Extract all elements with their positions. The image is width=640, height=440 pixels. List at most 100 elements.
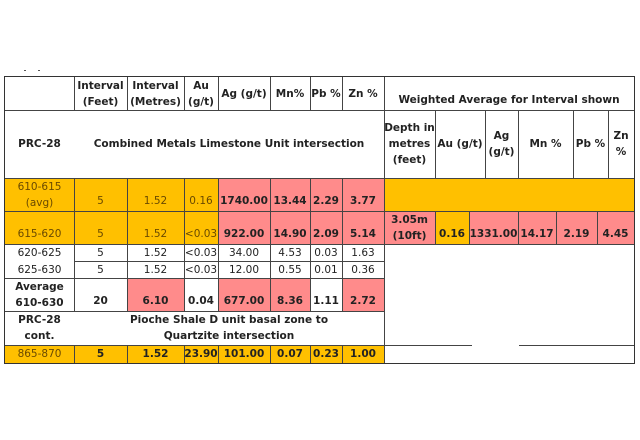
assay-table: Interval (Feet) Interval (Metres) Au (g/… — [4, 76, 635, 364]
row-865-870-au: 23.90 — [184, 345, 218, 363]
grid-line — [74, 261, 384, 262]
row-865-870-ag: 101.00 — [218, 345, 270, 363]
average-label: Average 610-630 — [15, 280, 64, 309]
grid-line — [270, 345, 271, 363]
row-615-620-au: <0.03 — [184, 211, 218, 244]
row-625-630-interval: 625-630 — [17, 263, 62, 276]
row-625-630-mn: 0.55 — [278, 263, 302, 276]
grid-line — [127, 178, 128, 311]
grid-line — [184, 178, 185, 311]
row-615-620-mn: 14.90 — [270, 211, 310, 244]
row-610-615-feet: 5 — [74, 178, 127, 211]
weighted-ag: 1331.00 — [469, 211, 518, 244]
grid-line — [74, 77, 75, 110]
row-620-625-au: <0.03 — [184, 246, 218, 259]
row-625-630-ag: 12.00 — [228, 263, 260, 276]
grid-line — [342, 178, 343, 311]
grid-line — [310, 345, 311, 363]
row-620-625-feet: 5 — [97, 246, 104, 259]
header-ag: Ag (g/t) — [221, 87, 267, 100]
grid-line — [5, 244, 634, 245]
row-610-615-zn: 3.77 — [342, 178, 384, 211]
row-610-615-mn: 13.44 — [270, 178, 310, 211]
row-610-615-pb: 2.29 — [310, 178, 342, 211]
weighted-mn: 14.17 — [518, 211, 556, 244]
row-620-625-mn: 4.53 — [278, 246, 302, 259]
row-865-870-zn: 1.00 — [342, 345, 384, 363]
grid-line — [518, 211, 519, 244]
grid-line — [74, 178, 75, 311]
grid-line — [518, 110, 519, 178]
hole-id: PRC-28 — [18, 138, 61, 150]
grid-line — [485, 110, 486, 178]
average-pb: 1.11 — [313, 295, 339, 307]
grid-line — [218, 77, 219, 110]
grid-line — [435, 110, 436, 178]
wa-header-pb: Pb % — [575, 138, 606, 150]
row-625-630-feet: 5 — [97, 263, 104, 276]
average-mn: 8.36 — [270, 278, 310, 311]
grid-line — [384, 110, 634, 111]
header-interval-feet: Interval (Feet) — [77, 79, 124, 108]
row-610-615-interval: 610-615 (avg) — [5, 178, 74, 211]
header-weighted-average: Weighted Average for Interval shown — [398, 94, 620, 106]
section2-title: Pioche Shale D unit basal zone to Quartz… — [129, 314, 329, 342]
header-au: Au (g/t) — [188, 79, 214, 108]
row-615-620-pb: 2.09 — [310, 211, 342, 244]
row-620-625-pb: 0.03 — [314, 246, 338, 259]
row-620-625-ag: 34.00 — [228, 246, 260, 259]
average-zn: 2.72 — [342, 278, 384, 311]
grid-line — [608, 110, 609, 178]
average-metres: 6.10 — [127, 278, 184, 311]
grid-line — [573, 110, 574, 178]
grid-line — [5, 345, 384, 346]
grid-line — [218, 345, 219, 363]
wa-header-ag: Ag (g/t) — [488, 130, 515, 158]
row-620-625-interval: 620-625 — [17, 246, 62, 259]
grid-line — [384, 345, 472, 346]
row-610-615-au: 0.16 — [184, 178, 218, 211]
weighted-pb: 2.19 — [556, 211, 597, 244]
row-865-870-feet: 5 — [74, 345, 127, 363]
grid-line — [310, 178, 311, 311]
grid-line — [5, 278, 384, 279]
average-ag: 677.00 — [218, 278, 270, 311]
grid-line — [310, 77, 311, 110]
grid-line — [5, 311, 384, 312]
row-615-620-zn: 5.14 — [342, 211, 384, 244]
grid-line — [342, 77, 343, 110]
grid-line — [519, 345, 634, 346]
hole-id-cont: PRC-28 cont. — [18, 314, 61, 342]
row-615-620-ag: 922.00 — [218, 211, 270, 244]
wa-header-mn: Mn % — [529, 138, 562, 150]
average-au: 0.04 — [188, 295, 214, 307]
row-865-870-interval: 865-870 — [5, 345, 74, 363]
wa-header-depth: Depth in metres (feet) — [384, 122, 435, 166]
row-625-630-metres: 1.52 — [143, 263, 168, 276]
grid-line — [384, 77, 385, 363]
row-625-630-pb: 0.01 — [314, 263, 338, 276]
grid-line — [184, 77, 185, 110]
row-615-620-metres: 1.52 — [127, 211, 184, 244]
grid-line — [435, 211, 436, 244]
header-interval-metres: Interval (Metres) — [130, 79, 181, 108]
grid-line — [5, 178, 634, 179]
grid-line — [597, 211, 598, 244]
row-610-615-ag: 1740.00 — [218, 178, 270, 211]
row-625-630-au: <0.03 — [184, 263, 218, 276]
row-620-625-metres: 1.52 — [143, 246, 168, 259]
row-865-870-metres: 1.52 — [127, 345, 184, 363]
weighted-zn: 4.45 — [597, 211, 634, 244]
average-feet: 20 — [93, 295, 108, 307]
section-title: Combined Metals Limestone Unit intersect… — [93, 138, 365, 150]
row-620-625-zn: 1.63 — [351, 246, 375, 259]
header-zn: Zn % — [348, 87, 378, 100]
grid-line — [270, 178, 271, 311]
grid-line — [342, 345, 343, 363]
grid-line — [218, 178, 219, 311]
wa-header-zn: Zn % — [613, 130, 629, 158]
stray-marks — [24, 70, 44, 72]
grid-line — [5, 211, 634, 212]
weighted-depth: 3.05m (10ft) — [384, 211, 435, 244]
grid-line — [5, 110, 634, 111]
